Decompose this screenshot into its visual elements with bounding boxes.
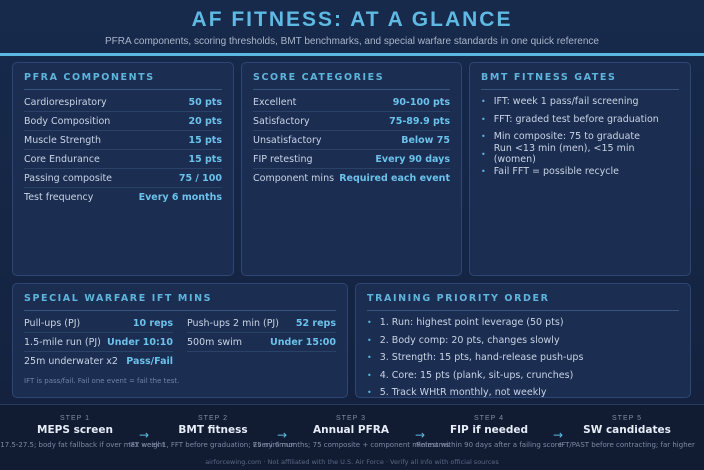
header: AF FITNESS: AT A GLANCE PFRA components,… [0, 0, 704, 53]
row-label: 1.5-mile run (PJ) [24, 336, 101, 348]
card-title: SPECIAL WARFARE IFT MINS [24, 293, 336, 311]
row-value: 75-89.9 pts [389, 115, 450, 127]
row-label: Core Endurance [24, 153, 100, 165]
step-description: Every 6 months; 75 composite + component… [252, 441, 450, 449]
row-label: 500m swim [187, 336, 243, 348]
list-item: Run <13 min (men), <15 min (women) [481, 143, 679, 165]
table-row: Cardiorespiratory 50 pts [24, 93, 222, 112]
table-row: Muscle Strength 15 pts [24, 131, 222, 150]
table-row: Push-ups 2 min (PJ) 52 reps [187, 314, 336, 333]
table-row: 1.5-mile run (PJ) Under 10:10 [24, 333, 173, 352]
card-title: SCORE CATEGORIES [253, 72, 450, 90]
table-row: Pull-ups (PJ) 10 reps [24, 314, 173, 333]
bmt-fitness-gates-card: BMT FITNESS GATES IFT: week 1 pass/fail … [469, 62, 691, 276]
list-item: 3. Strength: 15 pts, hand-release push-u… [367, 349, 679, 367]
table-row: 25m underwater x2 Pass/Fail [24, 352, 173, 371]
row-label: Satisfactory [253, 115, 310, 127]
row-value: 52 reps [295, 317, 336, 329]
row-value: 15 pts [188, 153, 222, 165]
arrow-right-icon: → [277, 428, 288, 442]
row-label: Unsatisfactory [253, 134, 322, 146]
row-value: 50 pts [188, 96, 222, 108]
list-item: Min composite: 75 to graduate [481, 128, 679, 146]
step-5: STEP 5 SW candidates IFT/PAST before contr… [557, 415, 697, 449]
row-label: Pull-ups (PJ) [24, 317, 81, 329]
sw-note: IFT is pass/fail. Fail one event = fail … [24, 377, 180, 385]
row-label: Muscle Strength [24, 134, 101, 146]
card-title: BMT FITNESS GATES [481, 72, 679, 90]
table-row: Passing composite 75 / 100 [24, 169, 222, 188]
arrow-right-icon: → [139, 428, 150, 442]
row-label: Component mins [253, 173, 335, 184]
pfra-components-card: PFRA COMPONENTS Cardiorespiratory 50 pts B… [12, 62, 234, 276]
training-priority-card: TRAINING PRIORITY ORDER 1. Run: highest … [355, 283, 691, 398]
row-value: Pass/Fail [126, 356, 173, 367]
row-value: Required each event [339, 173, 450, 184]
row-value: Under 15:00 [270, 336, 336, 348]
card-title: TRAINING PRIORITY ORDER [367, 293, 679, 311]
list-item: IFT: week 1 pass/fail screening [481, 93, 679, 111]
step-2: STEP 2 BMT fitness IFT week 1, FFT before … [129, 415, 297, 449]
row-value: Under 10:10 [107, 336, 173, 348]
table-row: FIP retesting Every 90 days [253, 150, 450, 169]
footer-credit: airforcewing.com · Not affiliated with t… [205, 458, 499, 466]
row-value: 10 reps [132, 317, 173, 329]
steps-footer: STEP 1 MEPS screen BMI 17.5-27.5; body fat… [0, 404, 704, 470]
arrow-right-icon: → [553, 428, 564, 442]
step-label: STEP 5 [612, 415, 642, 422]
row-label: Test frequency [24, 192, 94, 203]
row-label: 25m underwater x2 [24, 356, 118, 367]
step-description: IFT week 1, FFT before graduation; 75 mi… [128, 441, 298, 449]
table-row: Satisfactory 75-89.9 pts [253, 112, 450, 131]
table-row: Unsatisfactory Below 75 [253, 131, 450, 150]
page-title: AF FITNESS: AT A GLANCE [191, 8, 513, 31]
list-item: 1. Run: highest point leverage (50 pts) [367, 314, 679, 332]
special-warfare-card: SPECIAL WARFARE IFT MINS Pull-ups (PJ) 10… [12, 283, 348, 398]
row-label: Passing composite [24, 172, 113, 184]
row-label: Cardiorespiratory [24, 96, 107, 108]
step-description: IFT/PAST before contracting; far higher [559, 441, 695, 449]
step-4: STEP 4 FIP if needed Retest within 90 days… [416, 415, 562, 449]
step-1: STEP 1 MEPS screen BMI 17.5-27.5; body fat… [0, 415, 165, 449]
table-row: 500m swim Under 15:00 [187, 333, 336, 352]
step-label: STEP 4 [474, 415, 504, 422]
row-value: Every 6 months [138, 192, 222, 203]
row-value: 20 pts [188, 115, 222, 127]
table-row: Component mins Required each event [253, 169, 450, 188]
step-title: BMT fitness [178, 424, 248, 436]
step-title: SW candidates [583, 424, 671, 436]
row-label: Push-ups 2 min (PJ) [187, 317, 279, 329]
step-label: STEP 3 [336, 415, 366, 422]
row-value: 90-100 pts [392, 96, 450, 108]
step-label: STEP 2 [198, 415, 228, 422]
list-item: FFT: graded test before graduation [481, 111, 679, 129]
list-item: 2. Body comp: 20 pts, changes slowly [367, 332, 679, 350]
list-item: 5. Track WHtR monthly, not weekly [367, 384, 679, 397]
row-label: FIP retesting [253, 153, 313, 165]
score-categories-card: SCORE CATEGORIES Excellent 90-100 pts Sati… [241, 62, 462, 276]
table-row: Core Endurance 15 pts [24, 150, 222, 169]
list-item: Fail FFT = possible recycle [481, 163, 679, 181]
row-value: 15 pts [188, 134, 222, 146]
step-title: MEPS screen [37, 424, 113, 436]
row-value: 75 / 100 [178, 172, 222, 184]
table-row: Body Composition 20 pts [24, 112, 222, 131]
step-description: BMI 17.5-27.5; body fat fallback if over… [0, 441, 165, 449]
card-title: PFRA COMPONENTS [24, 72, 222, 90]
accent-divider [0, 53, 704, 56]
step-label: STEP 1 [60, 415, 90, 422]
table-row: Test frequency Every 6 months [24, 188, 222, 207]
row-label: Body Composition [24, 115, 111, 127]
row-label: Excellent [253, 96, 297, 108]
row-value: Below 75 [401, 134, 450, 146]
list-item: 4. Core: 15 pts (plank, sit-ups, crunche… [367, 367, 679, 385]
step-title: Annual PFRA [313, 424, 389, 436]
page-subtitle: PFRA components, scoring thresholds, BMT… [105, 36, 599, 47]
table-row: Excellent 90-100 pts [253, 93, 450, 112]
row-value: Every 90 days [375, 153, 450, 165]
step-3: STEP 3 Annual PFRA Every 6 months; 75 comp… [253, 415, 449, 449]
step-description: Retest within 90 days after a failing sc… [416, 441, 562, 449]
arrow-right-icon: → [415, 428, 426, 442]
step-title: FIP if needed [449, 424, 529, 436]
